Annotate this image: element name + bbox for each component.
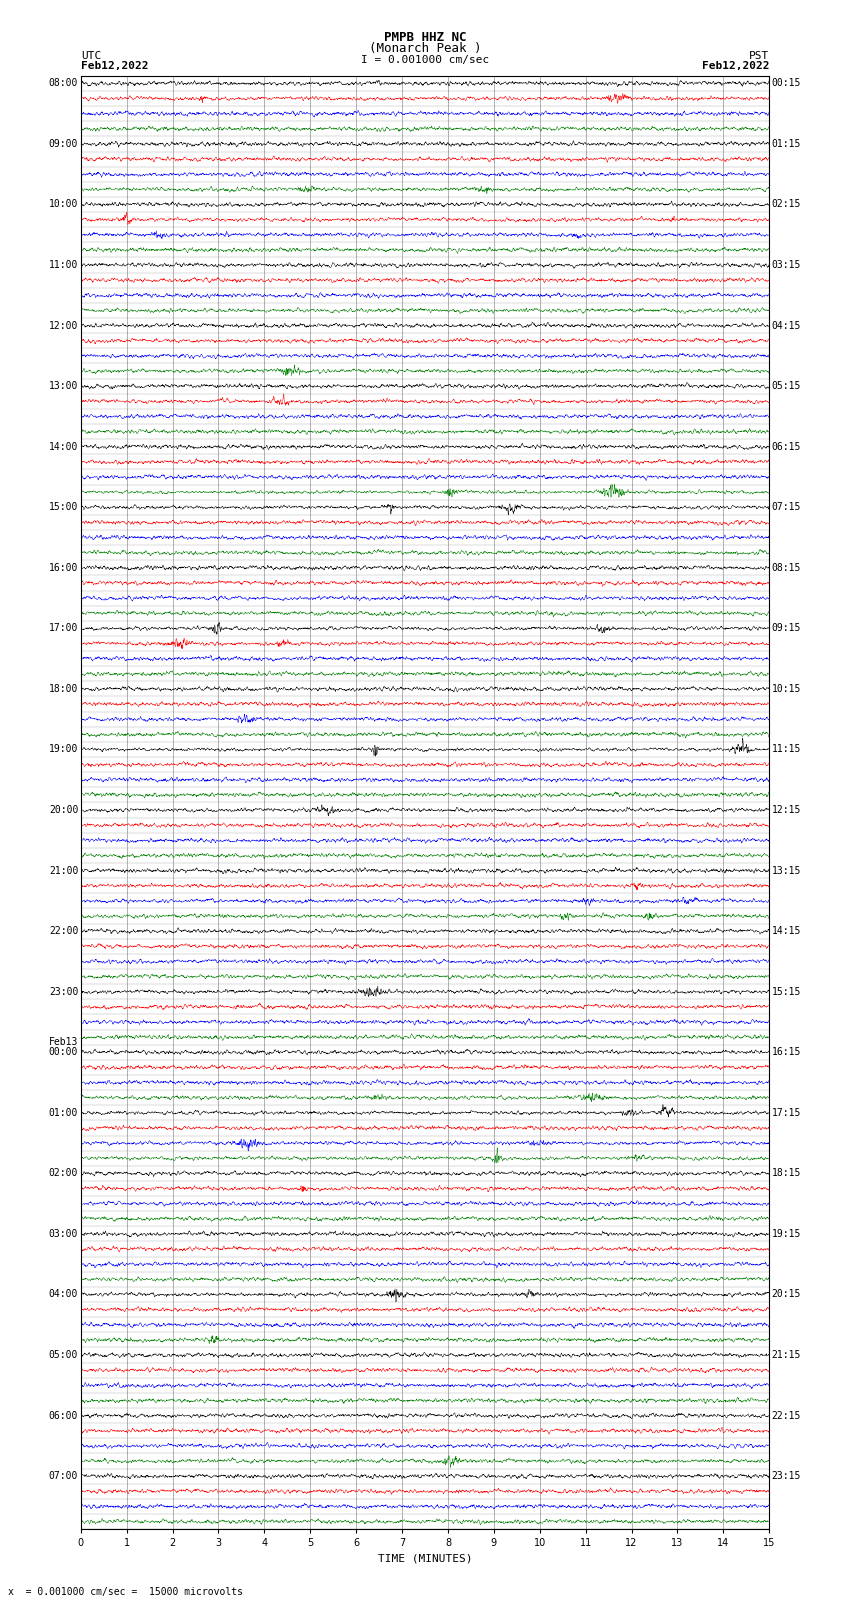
Text: 06:15: 06:15 [772,442,802,452]
Text: 18:00: 18:00 [48,684,78,694]
Text: 11:15: 11:15 [772,745,802,755]
Text: 12:00: 12:00 [48,321,78,331]
Text: 01:00: 01:00 [48,1108,78,1118]
Text: 13:00: 13:00 [48,381,78,392]
Text: 03:15: 03:15 [772,260,802,269]
Text: 09:15: 09:15 [772,623,802,634]
Text: 08:15: 08:15 [772,563,802,573]
Text: 10:15: 10:15 [772,684,802,694]
Text: 04:15: 04:15 [772,321,802,331]
Text: PMPB HHZ NC: PMPB HHZ NC [383,31,467,44]
Text: 15:00: 15:00 [48,502,78,513]
Text: 22:00: 22:00 [48,926,78,936]
Text: 20:00: 20:00 [48,805,78,815]
Text: 05:15: 05:15 [772,381,802,392]
Text: 06:00: 06:00 [48,1411,78,1421]
X-axis label: TIME (MINUTES): TIME (MINUTES) [377,1553,473,1563]
Text: Feb12,2022: Feb12,2022 [81,61,148,71]
Text: 23:15: 23:15 [772,1471,802,1481]
Text: (Monarch Peak ): (Monarch Peak ) [369,42,481,55]
Text: 08:00: 08:00 [48,79,78,89]
Text: 17:00: 17:00 [48,623,78,634]
Text: 13:15: 13:15 [772,866,802,876]
Text: 02:15: 02:15 [772,200,802,210]
Text: 19:00: 19:00 [48,745,78,755]
Text: 21:00: 21:00 [48,866,78,876]
Text: 01:15: 01:15 [772,139,802,148]
Text: PST: PST [749,52,769,61]
Text: 15:15: 15:15 [772,987,802,997]
Text: 16:15: 16:15 [772,1047,802,1057]
Text: 23:00: 23:00 [48,987,78,997]
Text: 10:00: 10:00 [48,200,78,210]
Text: 17:15: 17:15 [772,1108,802,1118]
Text: 05:00: 05:00 [48,1350,78,1360]
Text: I = 0.001000 cm/sec: I = 0.001000 cm/sec [361,55,489,65]
Text: 16:00: 16:00 [48,563,78,573]
Text: 00:00: 00:00 [48,1047,78,1058]
Text: 09:00: 09:00 [48,139,78,148]
Text: 22:15: 22:15 [772,1411,802,1421]
Text: Feb13: Feb13 [48,1037,78,1047]
Text: 12:15: 12:15 [772,805,802,815]
Text: 07:00: 07:00 [48,1471,78,1481]
Text: UTC: UTC [81,52,101,61]
Text: 03:00: 03:00 [48,1229,78,1239]
Text: 00:15: 00:15 [772,79,802,89]
Text: 11:00: 11:00 [48,260,78,269]
Text: 14:15: 14:15 [772,926,802,936]
Text: 07:15: 07:15 [772,502,802,513]
Text: 04:00: 04:00 [48,1289,78,1300]
Text: x  = 0.001000 cm/sec =  15000 microvolts: x = 0.001000 cm/sec = 15000 microvolts [8,1587,243,1597]
Text: 02:00: 02:00 [48,1168,78,1179]
Text: 21:15: 21:15 [772,1350,802,1360]
Text: 14:00: 14:00 [48,442,78,452]
Text: 18:15: 18:15 [772,1168,802,1179]
Text: 19:15: 19:15 [772,1229,802,1239]
Text: Feb12,2022: Feb12,2022 [702,61,769,71]
Text: 20:15: 20:15 [772,1289,802,1300]
